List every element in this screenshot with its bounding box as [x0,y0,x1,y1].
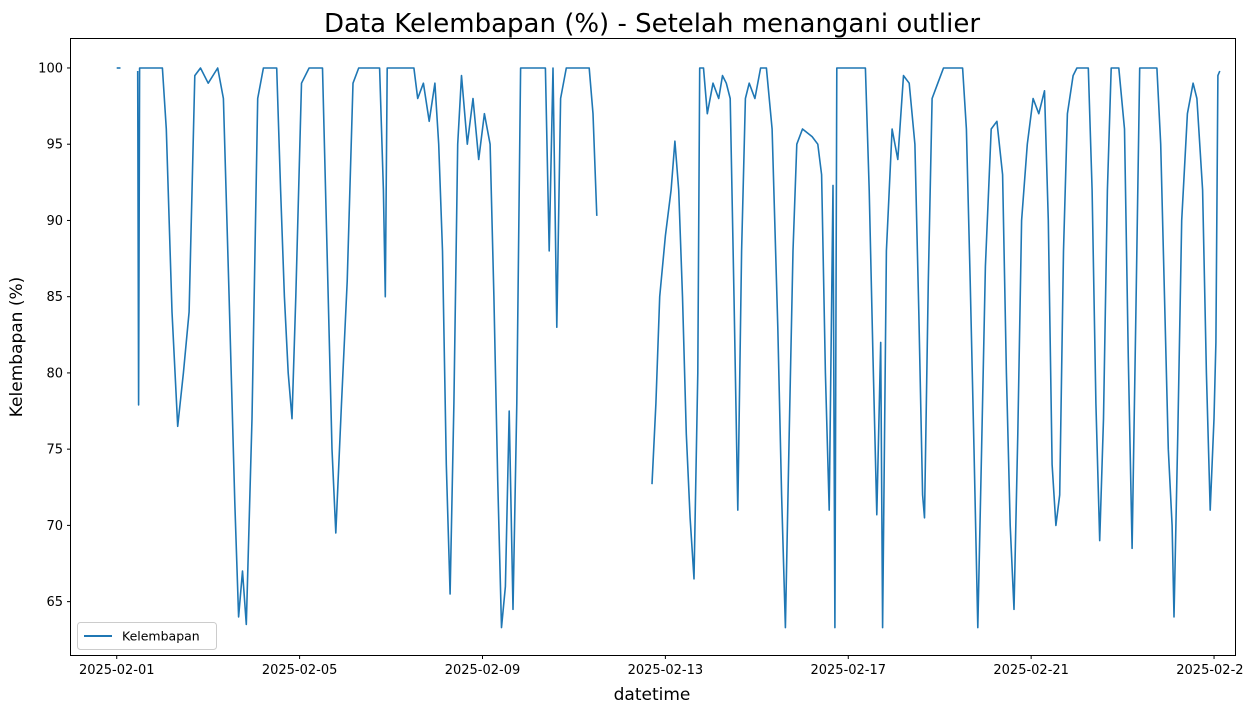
y-tick-label: 75 [46,443,63,458]
y-tick-label: 70 [46,519,63,534]
x-tick-label: 2025-02-17 [810,663,886,678]
y-tick-label: 100 [38,61,63,76]
y-tick-label: 65 [46,595,63,610]
y-tick-label: 80 [46,366,63,381]
y-tick-label: 85 [46,290,63,305]
x-tick-label: 2025-02-13 [628,663,704,678]
plot-frame [70,38,1236,656]
x-tick-label: 2025-02-01 [79,663,155,678]
plot-area [116,67,1221,629]
series-line-segment-2 [136,67,598,629]
x-tick-label: 2025-02-21 [993,663,1069,678]
x-tick-label: 2025-02-25 [1176,663,1243,678]
x-tick-label: 2025-02-05 [262,663,338,678]
legend-label: Kelembapan [122,629,200,644]
legend-box [77,622,217,650]
x-axis-label: datetime [614,685,691,705]
chart-title: Data Kelembapan (%) - Setelah menangani … [324,9,980,39]
x-tick-label: 2025-02-09 [445,663,521,678]
y-axis-label: Kelembapan (%) [7,277,27,418]
axis-ticks: 2025-02-01 2025-02-05 2025-02-09 2025-02-13… [38,61,1243,678]
series-line-segment-3 [651,67,1221,629]
y-tick-label: 90 [46,214,63,229]
legend: Kelembapan [77,622,217,650]
y-tick-label: 95 [46,138,63,153]
